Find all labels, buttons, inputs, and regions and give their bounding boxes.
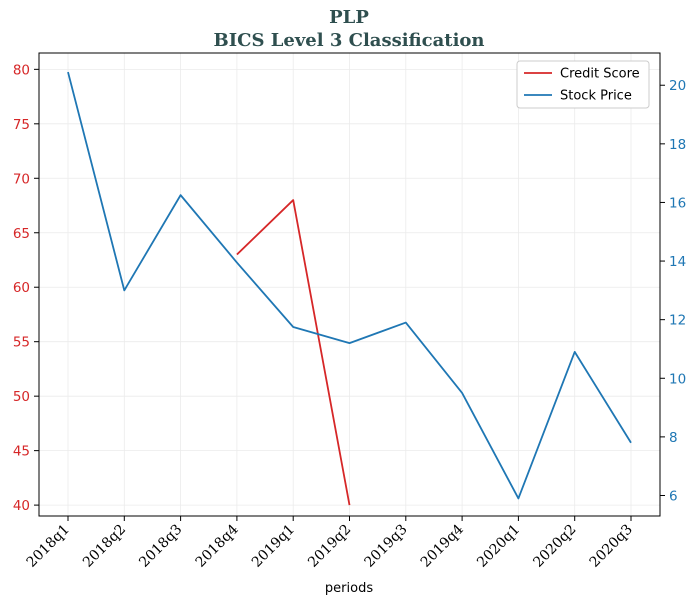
y-right-tick-label: 18 bbox=[669, 137, 686, 153]
y-right-tick-label: 10 bbox=[669, 371, 686, 387]
y-left-tick-label: 55 bbox=[13, 335, 30, 351]
y-right-tick-label: 8 bbox=[669, 430, 678, 446]
y-left-tick-label: 80 bbox=[13, 62, 30, 78]
y-left-tick-label: 50 bbox=[13, 389, 30, 405]
x-tick-label: 2018q1 bbox=[24, 522, 73, 571]
series-layer bbox=[67, 71, 632, 506]
y-left-tick-label: 75 bbox=[13, 117, 30, 133]
x-tick-label: 2019q1 bbox=[249, 522, 298, 571]
x-tick-label: 2019q2 bbox=[305, 522, 354, 571]
x-tick-label: 2018q4 bbox=[193, 521, 242, 570]
legend-label-stock-price: Stock Price bbox=[560, 89, 632, 104]
y-left-tick-label: 45 bbox=[13, 444, 30, 460]
x-tick-label: 2018q2 bbox=[80, 522, 129, 571]
series-line-credit-score bbox=[236, 199, 351, 506]
y-left-tick-label: 40 bbox=[13, 498, 30, 514]
y-right-tick-label: 14 bbox=[669, 254, 686, 270]
y-right-tick-label: 16 bbox=[669, 195, 686, 211]
x-axis-label: periods bbox=[325, 581, 373, 596]
grid bbox=[39, 53, 660, 516]
y-right-tick-label: 6 bbox=[669, 488, 678, 504]
x-tick-label: 2020q1 bbox=[474, 522, 523, 571]
legend: Credit Score Stock Price bbox=[516, 60, 650, 109]
chart-title: PLP bbox=[329, 7, 369, 28]
x-tick-label: 2018q3 bbox=[136, 522, 185, 571]
x-tick-label: 2019q3 bbox=[361, 522, 410, 571]
legend-label-credit-score: Credit Score bbox=[560, 67, 640, 82]
x-tick-label: 2020q2 bbox=[530, 522, 579, 571]
y-left-tick-label: 65 bbox=[13, 226, 30, 242]
y-left-tick-label: 60 bbox=[13, 280, 30, 296]
chart-subtitle: BICS Level 3 Classification bbox=[213, 30, 484, 51]
y-right-tick-label: 12 bbox=[669, 313, 686, 329]
y-right-tick-label: 20 bbox=[669, 78, 686, 94]
y-left-tick-label: 70 bbox=[13, 171, 30, 187]
x-tick-label: 2020q3 bbox=[587, 522, 636, 571]
series-line-stock-price bbox=[67, 71, 632, 500]
x-tick-label: 2019q4 bbox=[418, 521, 467, 570]
